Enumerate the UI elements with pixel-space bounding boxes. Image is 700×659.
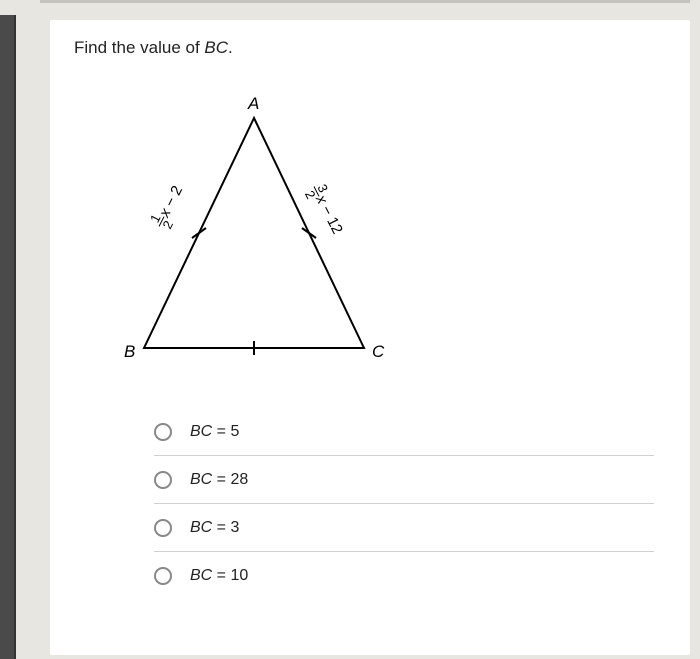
- option-label: BC = 28: [190, 471, 248, 489]
- vertex-b: B: [124, 342, 135, 362]
- answer-options: BC = 5 BC = 28 BC = 3 BC = 10: [154, 408, 654, 600]
- radio-icon[interactable]: [154, 423, 172, 441]
- option-row[interactable]: BC = 3: [154, 504, 654, 552]
- option-label: BC = 10: [190, 567, 248, 585]
- option-label: BC = 5: [190, 423, 239, 441]
- vertex-a: A: [248, 94, 259, 114]
- prompt-variable: BC: [204, 38, 228, 57]
- tick-ac: [302, 228, 316, 238]
- question-prompt: Find the value of BC.: [74, 38, 666, 58]
- option-row[interactable]: BC = 10: [154, 552, 654, 600]
- radio-icon[interactable]: [154, 471, 172, 489]
- triangle-diagram: A B C 1 2 x − 2 3 2 x − 12: [94, 98, 434, 388]
- radio-icon[interactable]: [154, 567, 172, 585]
- option-label: BC = 3: [190, 519, 239, 537]
- prompt-prefix: Find the value of: [74, 38, 204, 57]
- tick-ab: [192, 228, 206, 238]
- vertex-c: C: [372, 342, 384, 362]
- option-row[interactable]: BC = 5: [154, 408, 654, 456]
- radio-icon[interactable]: [154, 519, 172, 537]
- question-card: Find the value of BC. A B C 1 2 x − 2 3 …: [50, 20, 690, 655]
- prompt-suffix: .: [228, 38, 233, 57]
- option-row[interactable]: BC = 28: [154, 456, 654, 504]
